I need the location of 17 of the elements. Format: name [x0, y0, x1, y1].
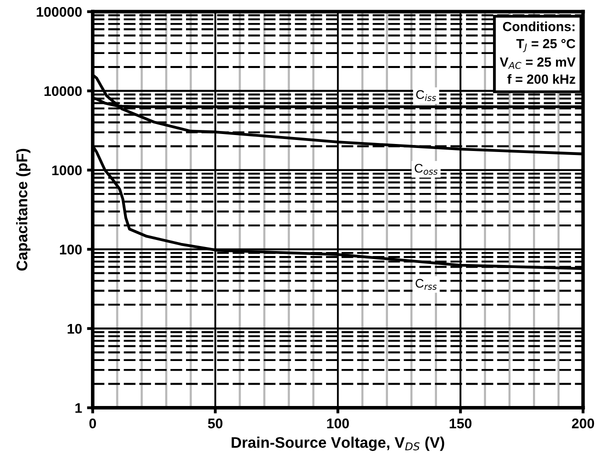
series-label: C$_{iss}$: [416, 90, 436, 102]
series-label: C$_{oss}$: [414, 164, 438, 175]
y-tick-label: 100000: [36, 6, 82, 17]
y-tick-label: 10: [68, 324, 82, 334]
x-axis-title: Drain-Source Voltage, V$_{DS}$ (V): [232, 436, 444, 451]
x-tick-label: 150: [450, 418, 472, 428]
text: Conditions: T$_{J}$ = 25 °C V$_{AC}$ = 25 mV f = 200 kHz: [500, 22, 576, 84]
y-tick-label: 100: [60, 244, 82, 254]
x-tick-label: 100: [327, 418, 349, 428]
x-tick-label: 50: [208, 418, 222, 428]
y-tick-label: 1000: [52, 165, 82, 176]
series-label: C$_{rss}$: [416, 278, 437, 290]
y-tick-label: 10000: [44, 86, 82, 96]
y-axis-title: Capacitance (pF): [16, 148, 30, 271]
y-tick-label: 1: [75, 403, 82, 413]
x-tick-label: 200: [572, 418, 594, 428]
x-tick-label: 0: [89, 418, 96, 428]
